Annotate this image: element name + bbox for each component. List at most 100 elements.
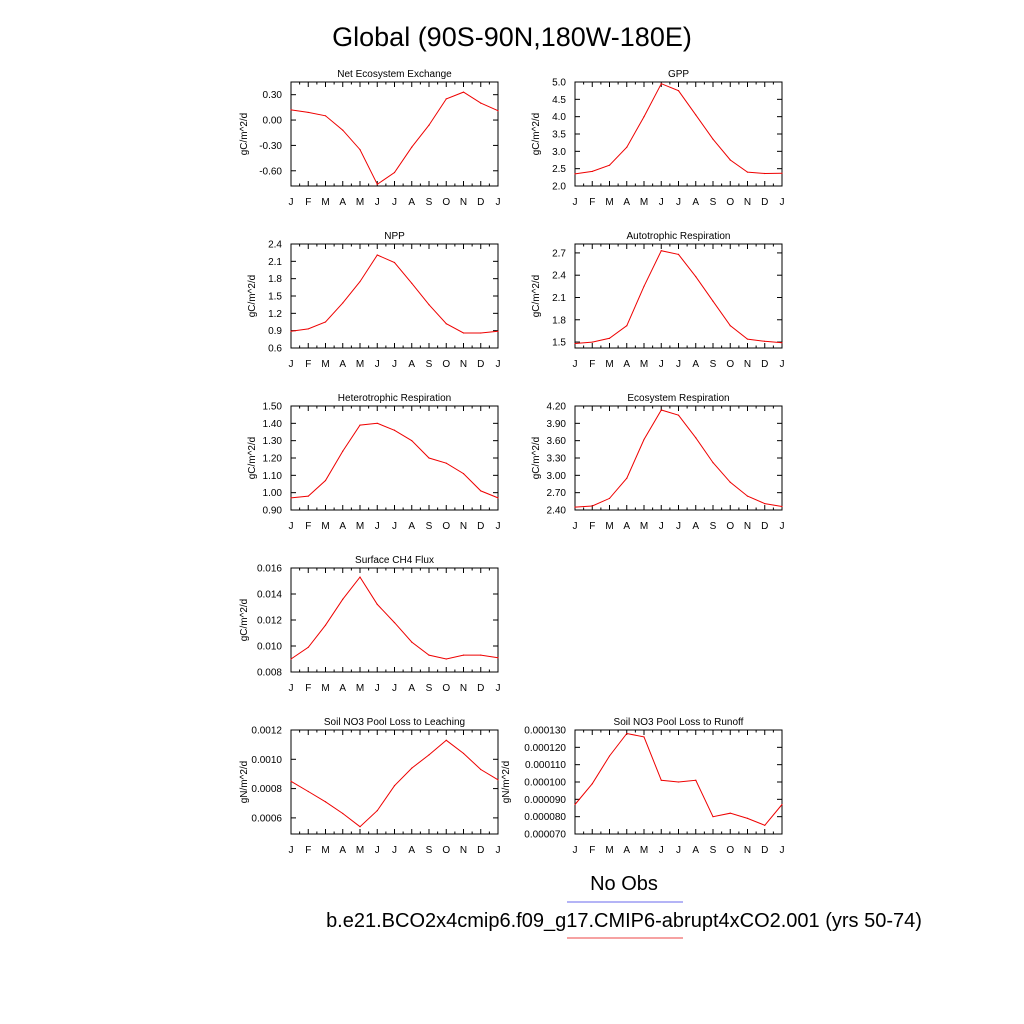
panel-title: Ecosystem Respiration: [627, 393, 729, 404]
data-point: [462, 752, 465, 755]
data-point: [781, 342, 783, 344]
data-point: [324, 624, 327, 626]
x-tick-label: J: [392, 683, 397, 694]
data-point: [712, 462, 714, 464]
data-point: [764, 340, 766, 342]
plot-frame: [574, 81, 783, 187]
legend-label-case: b.e21.BCO2x4cmip6.f09_g17.CMIP6-abrupt4x…: [326, 910, 922, 932]
y-tick-label: 2.1: [552, 293, 566, 304]
x-tick-label: J: [780, 359, 785, 370]
x-tick-label: J: [676, 845, 681, 856]
x-tick-label: M: [321, 845, 329, 856]
x-tick-label: M: [640, 197, 648, 208]
x-tick-label: J: [676, 359, 681, 370]
y-tick-label: 2.1: [268, 257, 282, 268]
y-tick-label: 3.30: [547, 454, 567, 465]
x-tick-label: J: [780, 845, 785, 856]
x-tick-label: A: [692, 845, 699, 856]
y-tick-label: 2.70: [547, 488, 567, 499]
x-tick-label: J: [289, 683, 294, 694]
y-tick-label: 0.000070: [524, 830, 566, 841]
y-tick-label: 0.012: [257, 616, 282, 627]
x-tick-label: F: [589, 197, 595, 208]
x-tick-label: S: [426, 359, 433, 370]
x-tick-label: A: [408, 521, 415, 532]
plot-frame: [290, 405, 499, 511]
y-axis-label: gC/m^2/d: [239, 113, 250, 156]
data-point: [643, 438, 645, 441]
x-tick-label: M: [321, 683, 329, 694]
data-point: [497, 330, 499, 332]
x-tick-label: A: [623, 359, 630, 370]
data-point: [497, 497, 499, 499]
data-point: [307, 328, 309, 330]
y-tick-label: 0.008: [257, 668, 282, 679]
data-point: [764, 824, 766, 826]
x-tick-label: M: [640, 845, 648, 856]
data-point: [677, 414, 680, 416]
data-point: [393, 261, 396, 264]
data-point: [342, 812, 344, 815]
data-point: [290, 658, 292, 660]
data-point: [608, 497, 611, 500]
y-tick-label: 3.60: [547, 436, 567, 447]
x-tick-label: A: [692, 521, 699, 532]
y-axis-label: gC/m^2/d: [531, 275, 542, 318]
series-line: [574, 83, 783, 175]
data-point: [307, 646, 309, 648]
x-tick-label: J: [573, 521, 578, 532]
x-tick-label: A: [408, 683, 415, 694]
x-tick-label: A: [692, 197, 699, 208]
data-point: [411, 146, 413, 148]
x-tick-label: F: [589, 845, 595, 856]
x-tick-label: M: [356, 359, 364, 370]
data-point: [626, 325, 628, 327]
x-tick-label: F: [305, 521, 311, 532]
x-tick-label: O: [726, 359, 734, 370]
y-tick-label: 0.000130: [524, 726, 566, 737]
x-tick-label: A: [623, 521, 630, 532]
data-point: [376, 422, 378, 424]
data-point: [462, 654, 465, 656]
x-tick-label: D: [761, 197, 768, 208]
x-tick-label: S: [710, 197, 717, 208]
x-tick-label: S: [426, 845, 433, 856]
data-point: [695, 276, 697, 278]
x-tick-label: S: [426, 521, 433, 532]
x-tick-label: M: [640, 521, 648, 532]
data-point: [591, 505, 593, 507]
data-point: [393, 429, 396, 431]
data-point: [480, 654, 482, 656]
x-tick-label: J: [392, 521, 397, 532]
x-tick-label: D: [761, 521, 768, 532]
x-tick-label: J: [659, 359, 664, 370]
x-tick-label: O: [726, 845, 734, 856]
data-point: [428, 754, 430, 756]
data-point: [574, 803, 576, 806]
x-tick-label: N: [744, 359, 751, 370]
x-tick-label: A: [339, 683, 346, 694]
data-point: [290, 109, 292, 111]
x-tick-label: N: [460, 845, 467, 856]
x-tick-label: J: [496, 683, 501, 694]
plot-frame: [574, 405, 783, 511]
data-point: [290, 330, 292, 332]
x-tick-label: J: [375, 197, 380, 208]
x-tick-label: J: [289, 197, 294, 208]
data-point: [411, 641, 413, 643]
y-tick-label: 0.6: [268, 344, 282, 355]
x-tick-label: J: [676, 197, 681, 208]
data-point: [695, 114, 697, 116]
data-point: [445, 658, 447, 660]
legend: No Obs b.e21.BCO2x4cmip6.f09_g17.CMIP6-a…: [326, 873, 922, 939]
x-tick-label: M: [356, 845, 364, 856]
data-point: [342, 302, 344, 304]
y-tick-label: 1.40: [263, 419, 283, 430]
x-tick-label: J: [573, 359, 578, 370]
data-point: [393, 171, 396, 174]
data-point: [746, 495, 749, 497]
x-tick-label: A: [692, 359, 699, 370]
data-point: [324, 115, 327, 117]
x-tick-label: M: [356, 683, 364, 694]
